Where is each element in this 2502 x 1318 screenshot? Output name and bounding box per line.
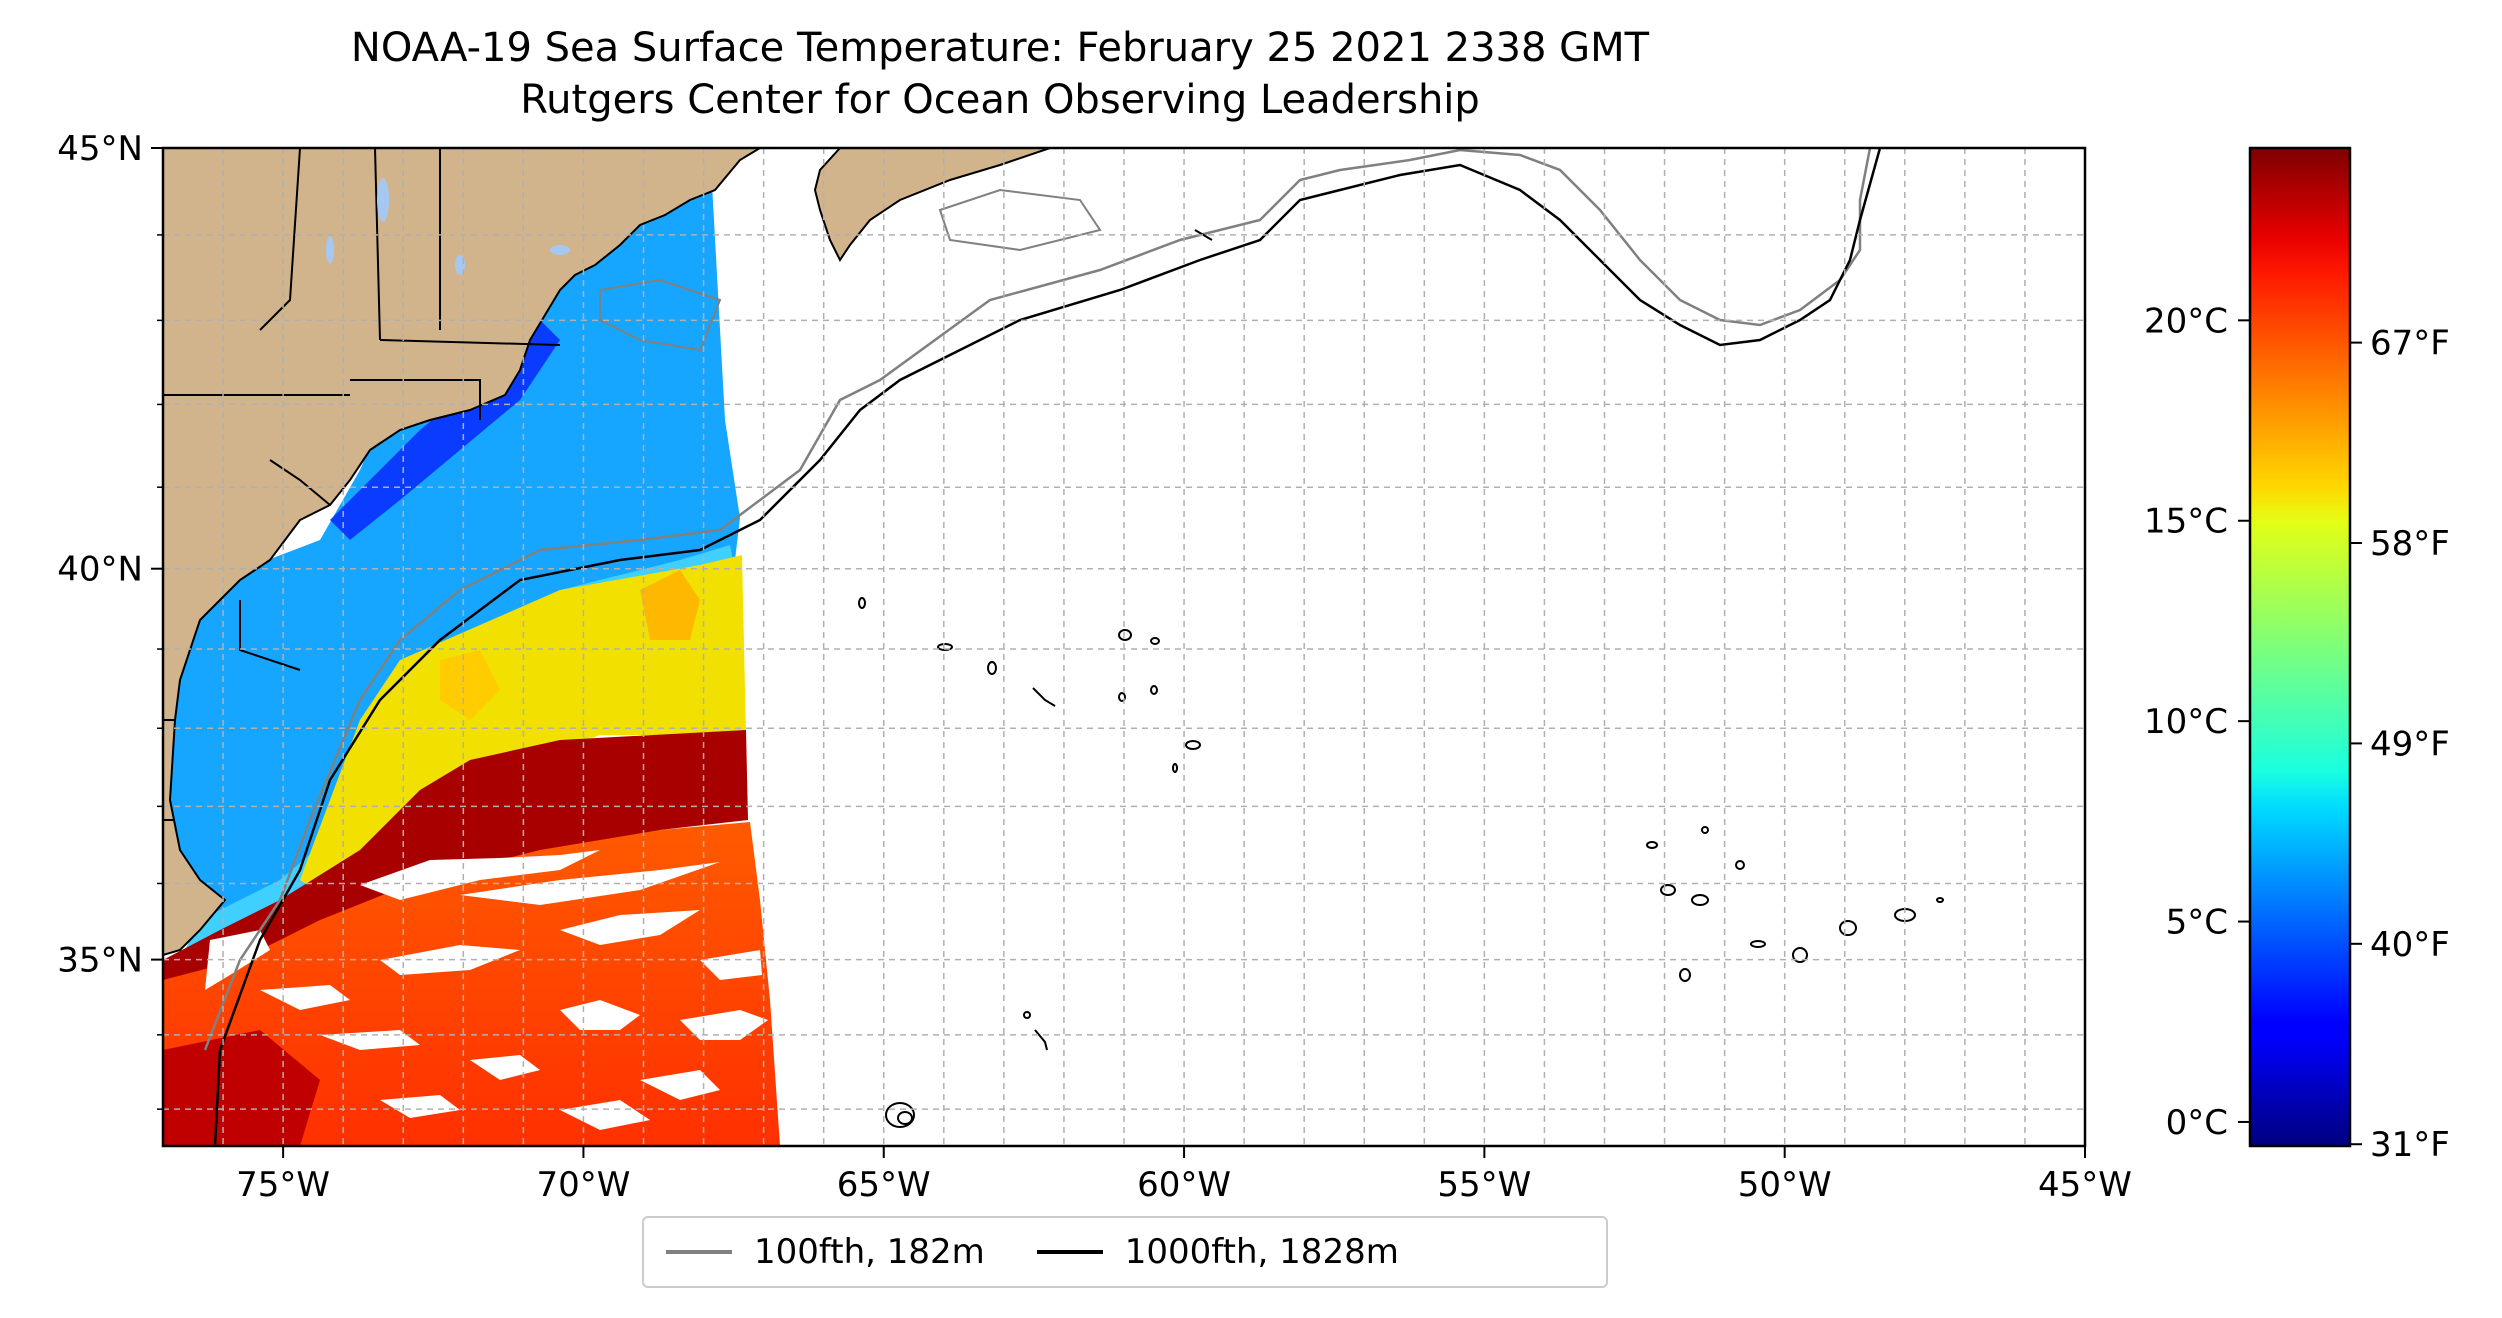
contour-100fth (203, 148, 1872, 1051)
lon-tick-label: 60°W (1137, 1165, 1231, 1205)
celsius-tick-label: 15°C (2144, 502, 2228, 542)
longitude-ticks: 75°W 70°W 65°W 60°W 55°W 50°W 45°W (236, 1146, 2132, 1205)
land-mass (163, 148, 762, 957)
fahrenheit-tick-label: 58°F (2370, 524, 2450, 564)
legend-item-100fth: 100fth, 182m (666, 1232, 985, 1272)
map-gridlines (163, 148, 2085, 1146)
fahrenheit-tick-label: 67°F (2370, 324, 2450, 364)
map-title: NOAA-19 Sea Surface Temperature: Februar… (0, 22, 2000, 126)
title-line-2: Rutgers Center for Ocean Observing Leade… (520, 77, 1480, 123)
fahrenheit-ticks: 31°F 40°F 49°F 58°F 67°F (2350, 324, 2450, 1165)
lat-tick-label: 45°N (57, 129, 143, 169)
legend-item-1000fth: 1000fth, 1828m (1036, 1232, 1399, 1272)
lon-tick-label: 55°W (1437, 1165, 1531, 1205)
fahrenheit-tick-label: 49°F (2370, 724, 2450, 764)
lon-tick-label: 70°W (536, 1165, 630, 1205)
lon-tick-label: 65°W (837, 1165, 931, 1205)
map-frame (161, 146, 2087, 1148)
sst-swath-gulf-stream (163, 730, 748, 1020)
contour-1000fth (213, 148, 1882, 1146)
celsius-tick-label: 5°C (2166, 903, 2228, 943)
sst-swath-south (163, 822, 780, 1146)
lon-tick-label: 45°W (2038, 1165, 2132, 1205)
cloud-gaps (205, 850, 768, 1130)
celsius-tick-label: 10°C (2144, 702, 2228, 742)
celsius-ticks: 0°C 5°C 10°C 15°C 20°C (2144, 301, 2250, 1143)
lon-tick-label: 50°W (1738, 1165, 1832, 1205)
title-line-1: NOAA-19 Sea Surface Temperature: Februar… (350, 25, 1650, 71)
celsius-tick-label: 0°C (2166, 1103, 2228, 1143)
colorbar-gradient (2248, 146, 2352, 1148)
legend-swatch-black (1036, 1250, 1103, 1254)
celsius-tick-label: 20°C (2144, 301, 2228, 341)
fahrenheit-tick-label: 40°F (2370, 925, 2450, 965)
depth-legend: 100fth, 182m 1000fth, 1828m (642, 1216, 1608, 1288)
lat-tick-label: 35°N (57, 941, 143, 981)
legend-label: 1000fth, 1828m (1124, 1232, 1399, 1272)
fahrenheit-tick-label: 31°F (2370, 1125, 2450, 1165)
lat-tick-label: 40°N (57, 550, 143, 590)
sst-swath-cold (163, 148, 740, 950)
latitude-ticks: 35°N 40°N 45°N (57, 129, 163, 1110)
lon-tick-label: 75°W (236, 1165, 330, 1205)
legend-label: 100fth, 182m (754, 1232, 985, 1272)
legend-swatch-grey (666, 1250, 732, 1254)
